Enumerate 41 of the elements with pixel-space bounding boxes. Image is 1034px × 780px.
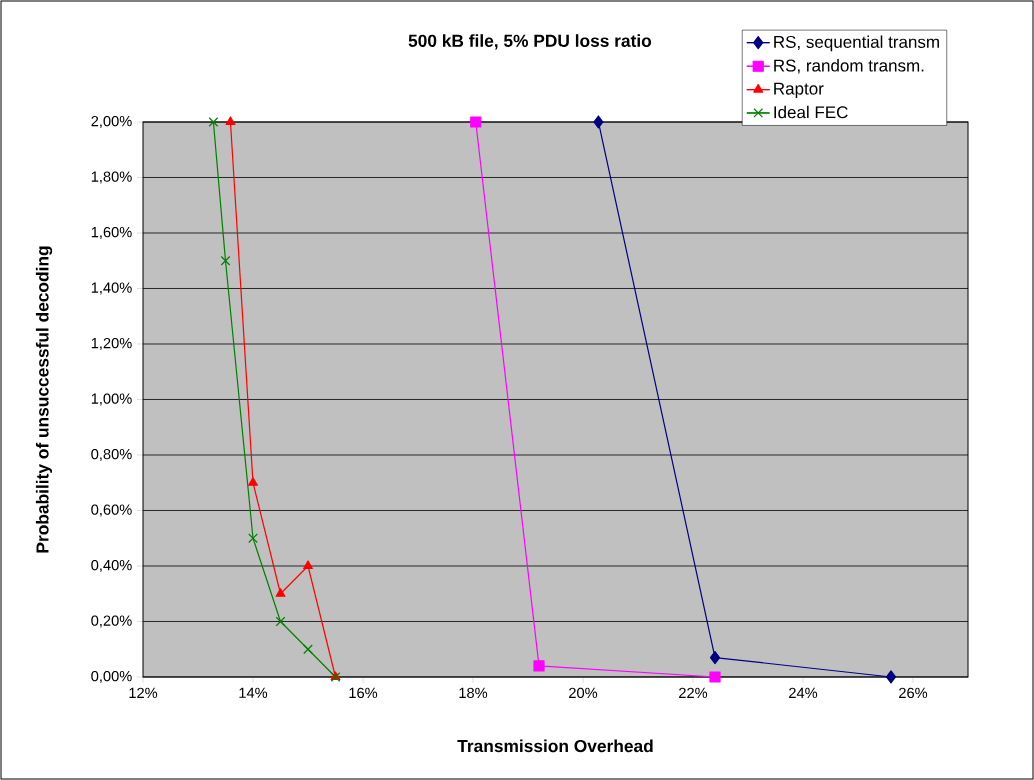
point	[275, 616, 286, 627]
point	[709, 671, 721, 683]
point	[709, 650, 721, 665]
point	[303, 644, 313, 655]
point	[593, 115, 604, 129]
chart-title: 500 kB file, 5% PDU loss ratio	[408, 34, 652, 50]
y-tick-label: 1,00%	[91, 393, 132, 406]
y-axis-title: Probability of unsuccessful decoding	[35, 246, 53, 553]
point	[208, 117, 219, 127]
y-tick-label: 1,60%	[91, 226, 132, 240]
y-tick-label: 0,00%	[91, 670, 132, 684]
y-tick-label: 0,60%	[91, 504, 132, 517]
x-tick-label: 18%	[459, 687, 488, 699]
y-tick-label: 0,80%	[91, 448, 132, 462]
x-tick-label: 14%	[239, 687, 268, 698]
x-tick-label: 24%	[789, 687, 818, 699]
legend-label: RS, random transm.	[774, 59, 924, 74]
point	[885, 670, 897, 684]
y-tick-label: 2,00%	[91, 115, 132, 129]
point	[275, 588, 286, 597]
x-tick-label: 22%	[679, 687, 708, 699]
y-tick-label: 0,20%	[91, 615, 132, 628]
legend-label: RS, sequential transm	[774, 35, 939, 52]
x-tick-label: 20%	[569, 687, 598, 699]
y-tick-label: 1,80%	[91, 171, 132, 184]
point	[248, 533, 258, 544]
legend-label: Ideal FEC	[774, 105, 848, 119]
x-axis-title: Transmission Overhead	[457, 739, 653, 753]
point	[533, 660, 545, 672]
point	[220, 255, 231, 266]
x-tick-label: 26%	[899, 687, 928, 699]
y-tick-label: 1,20%	[91, 337, 132, 351]
y-tick-label: 1,40%	[91, 282, 132, 295]
point	[303, 560, 313, 570]
legend-label: Raptor	[774, 82, 824, 98]
y-tick-label: 0,40%	[91, 559, 132, 573]
x-tick-label: 12%	[129, 687, 158, 699]
x-tick-label: 16%	[349, 687, 378, 699]
point	[248, 477, 258, 486]
point	[470, 116, 482, 128]
point	[225, 116, 236, 126]
